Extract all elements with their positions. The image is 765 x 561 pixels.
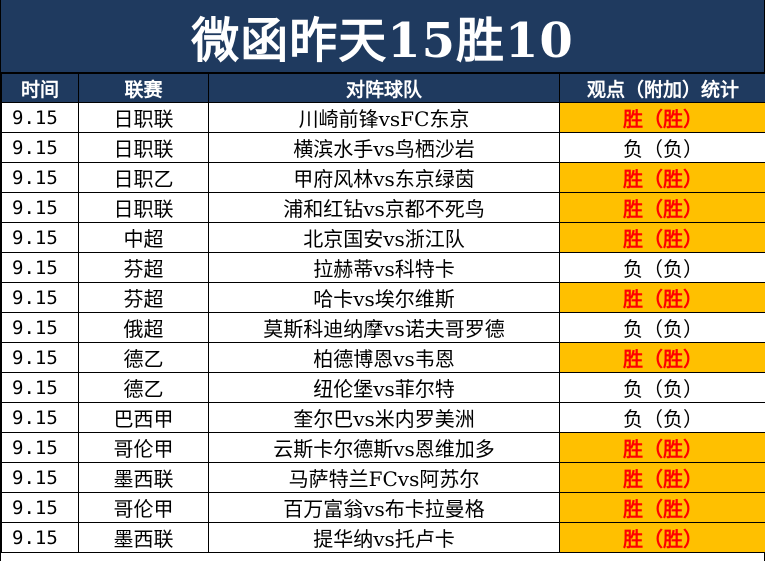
match-cell: 提华纳vs托卢卡 [208,522,560,553]
league-cell: 日职联 [78,132,209,163]
view-cell: 胜（胜） [559,462,765,493]
table-row: 9.15 德乙 柏德博恩vs韦恩 胜（胜） [1,342,765,373]
match-cell: 柏德博恩vs韦恩 [208,342,560,373]
league-cell: 日职联 [78,192,209,223]
match-cell: 云斯卡尔德斯vs恩维加多 [208,432,560,463]
time-cell: 9.15 [1,402,79,433]
table-row: 9.15 德乙 纽伦堡vs菲尔特 负（负） [1,372,765,403]
view-cell: 胜（胜） [559,192,765,223]
time-cell: 9.15 [1,462,79,493]
league-cell: 芬超 [78,282,209,313]
match-cell: 拉赫蒂vs科特卡 [208,252,560,283]
view-cell: 胜（胜） [559,432,765,463]
view-cell: 胜（胜） [559,222,765,253]
view-cell: 胜（胜） [559,522,765,553]
match-cell: 莫斯科迪纳摩vs诺夫哥罗德 [208,312,560,343]
match-cell: 川崎前锋vsFC东京 [208,102,560,133]
time-cell: 9.15 [1,342,79,373]
match-cell: 横滨水手vs鸟栖沙岩 [208,132,560,163]
league-cell: 日职乙 [78,162,209,193]
view-cell: 负（负） [559,372,765,403]
time-cell: 9.15 [1,102,79,133]
view-cell: 负（负） [559,252,765,283]
table-row: 9.15 墨西联 马萨特兰FCvs阿苏尔 胜（胜） [1,462,765,493]
header-time: 时间 [1,73,79,103]
league-cell: 哥伦甲 [78,432,209,463]
league-cell: 中超 [78,222,209,253]
time-cell: 9.15 [1,372,79,403]
view-cell: 胜（胜） [559,492,765,523]
league-cell: 墨西联 [78,522,209,553]
time-cell: 9.15 [1,162,79,193]
header-match: 对阵球队 [208,73,560,103]
table-row: 9.15 中超 北京国安vs浙江队 胜（胜） [1,222,765,253]
league-cell: 巴西甲 [78,402,209,433]
table-row: 9.15 墨西联 提华纳vs托卢卡 胜（胜） [1,522,765,553]
table-row: 9.15 哥伦甲 百万富翁vs布卡拉曼格 胜（胜） [1,492,765,523]
league-cell: 德乙 [78,372,209,403]
league-cell: 德乙 [78,342,209,373]
time-cell: 9.15 [1,132,79,163]
view-cell: 胜（胜） [559,342,765,373]
match-cell: 纽伦堡vs菲尔特 [208,372,560,403]
table-row: 9.15 芬超 哈卡vs埃尔维斯 胜（胜） [1,282,765,313]
table-row: 9.15 芬超 拉赫蒂vs科特卡 负（负） [1,252,765,283]
view-cell: 负（负） [559,132,765,163]
league-cell: 哥伦甲 [78,492,209,523]
time-cell: 9.15 [1,312,79,343]
table-row: 9.15 日职乙 甲府风林vs东京绿茵 胜（胜） [1,162,765,193]
view-cell: 负（负） [559,312,765,343]
table-row: 9.15 俄超 莫斯科迪纳摩vs诺夫哥罗德 负（负） [1,312,765,343]
match-cell: 奎尔巴vs米内罗美洲 [208,402,560,433]
header-view: 观点（附加）统计 [559,73,765,103]
league-cell: 俄超 [78,312,209,343]
table-row: 9.15 日职联 横滨水手vs鸟栖沙岩 负（负） [1,132,765,163]
table-row: 9.15 哥伦甲 云斯卡尔德斯vs恩维加多 胜（胜） [1,432,765,463]
view-cell: 胜（胜） [559,102,765,133]
league-cell: 芬超 [78,252,209,283]
time-cell: 9.15 [1,252,79,283]
header-league: 联赛 [78,73,209,103]
time-cell: 9.15 [1,492,79,523]
time-cell: 9.15 [1,192,79,223]
view-cell: 胜（胜） [559,162,765,193]
league-cell: 墨西联 [78,462,209,493]
time-cell: 9.15 [1,522,79,553]
match-cell: 浦和红钻vs京都不死鸟 [208,192,560,223]
results-table: 时间 联赛 对阵球队 观点（附加）统计 9.15 日职联 川崎前锋vsFC东京 胜（胜… [1,73,765,553]
time-cell: 9.15 [1,282,79,313]
time-cell: 9.15 [1,432,79,463]
match-cell: 甲府风林vs东京绿茵 [208,162,560,193]
match-cell: 北京国安vs浙江队 [208,222,560,253]
match-cell: 百万富翁vs布卡拉曼格 [208,492,560,523]
time-cell: 9.15 [1,222,79,253]
sheet-title: 微函昨天15胜10 [1,0,764,73]
results-body: 9.15 日职联 川崎前锋vsFC东京 胜（胜） 9.15 日职联 横滨水手vs鸟栖沙岩 负（… [1,102,765,553]
match-cell: 马萨特兰FCvs阿苏尔 [208,462,560,493]
table-row: 9.15 巴西甲 奎尔巴vs米内罗美洲 负（负） [1,402,765,433]
league-cell: 日职联 [78,102,209,133]
table-row: 9.15 日职联 浦和红钻vs京都不死鸟 胜（胜） [1,192,765,223]
match-cell: 哈卡vs埃尔维斯 [208,282,560,313]
header-row: 时间 联赛 对阵球队 观点（附加）统计 [1,73,765,103]
view-cell: 胜（胜） [559,282,765,313]
view-cell: 负（负） [559,402,765,433]
table-row: 9.15 日职联 川崎前锋vsFC东京 胜（胜） [1,102,765,133]
